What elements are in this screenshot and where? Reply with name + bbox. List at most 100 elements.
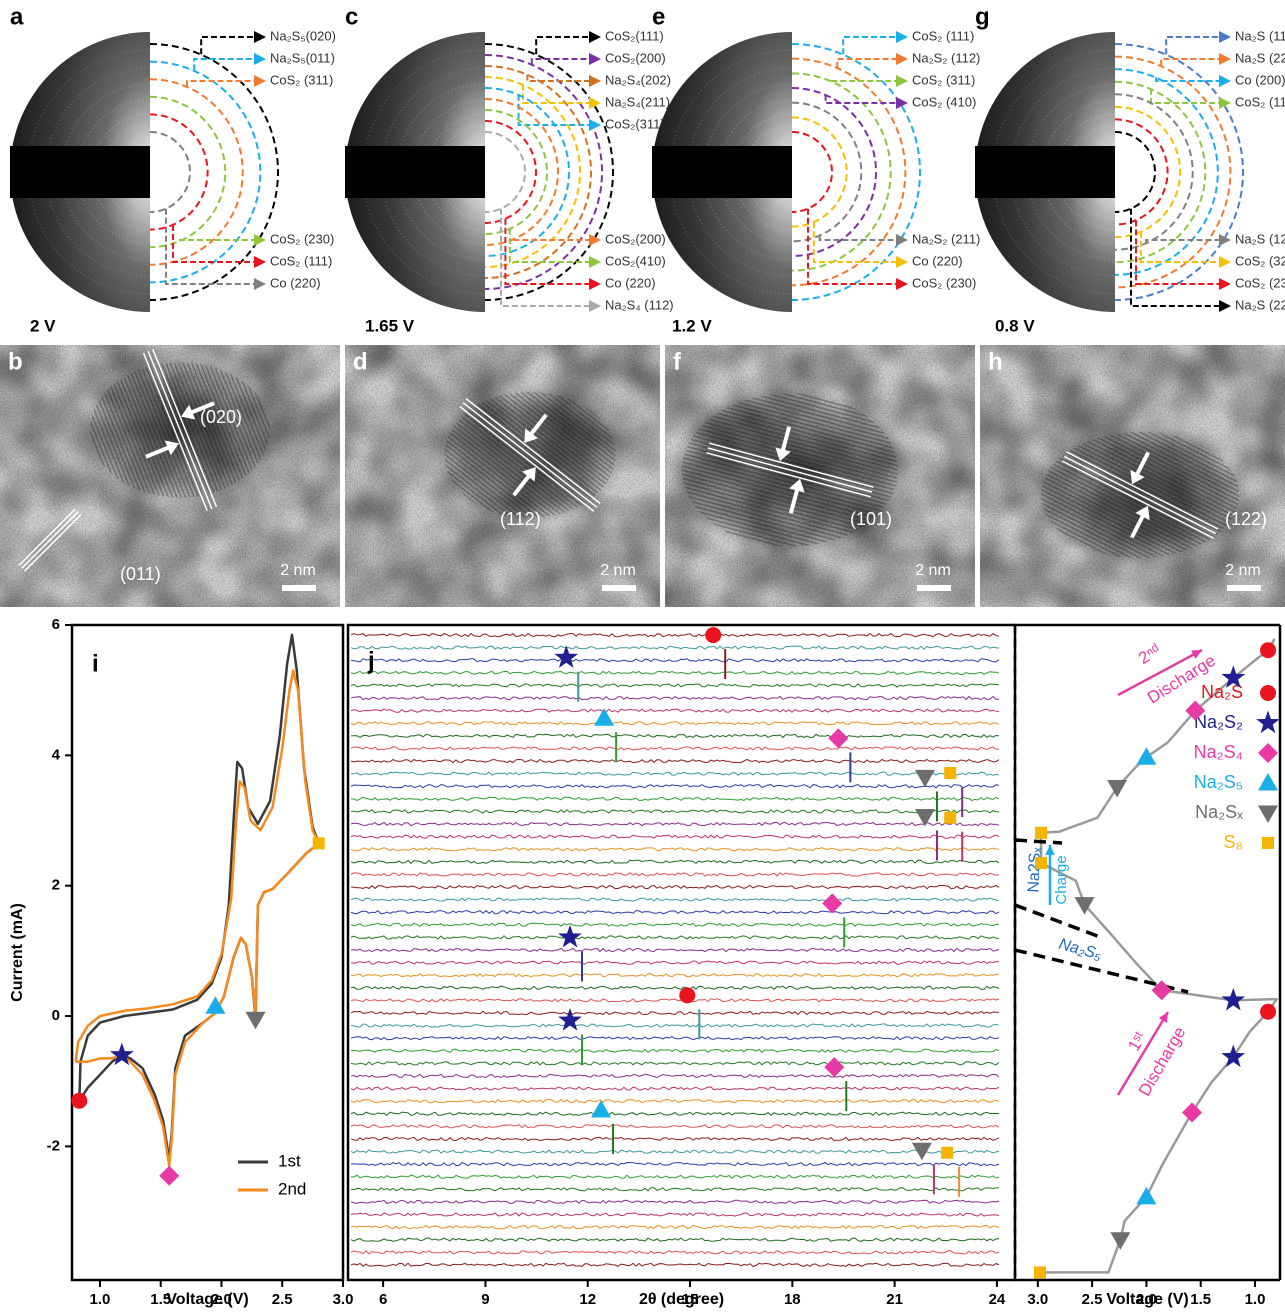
ring-arrowhead xyxy=(254,75,266,87)
ring-leader xyxy=(1161,59,1221,66)
voltage-label: 1.65 V xyxy=(365,316,415,335)
ring-leader xyxy=(187,81,256,87)
y-tick-label: -2 xyxy=(47,1137,60,1154)
legend-label: Na₂Sₓ xyxy=(1195,802,1243,822)
ring-label: Co (220) xyxy=(270,275,321,290)
ring-label: Na₂S (122) xyxy=(1235,231,1285,246)
xrd-trace xyxy=(351,999,999,1002)
xrd-trace xyxy=(351,835,999,838)
marker xyxy=(313,837,325,849)
x-tick-label: 18 xyxy=(784,1291,801,1308)
xrd-trace xyxy=(351,734,999,737)
ring-label: CoS₂ (111) xyxy=(1235,94,1285,109)
data-line xyxy=(76,671,319,1166)
ring-label: Na₂S₂ (112) xyxy=(912,50,980,65)
ring-arrowhead xyxy=(254,256,266,268)
scale-bar xyxy=(282,585,316,591)
ring-arrowhead xyxy=(896,256,908,268)
marker xyxy=(941,1147,953,1159)
scale-bar xyxy=(917,585,951,591)
annotation: Charge xyxy=(1053,855,1070,904)
panel-letter: h xyxy=(988,348,1003,375)
ring-leader xyxy=(519,95,591,125)
plane-label: (011) xyxy=(120,564,161,584)
ring-arrowhead xyxy=(254,31,266,43)
xrd-trace xyxy=(351,911,999,914)
y-axis-label: Current (mA) xyxy=(9,903,26,1002)
marker xyxy=(1221,1045,1245,1068)
indexed-ring xyxy=(792,117,847,226)
ring-leader xyxy=(536,37,591,54)
xrd-trace xyxy=(351,671,999,674)
ring-arrowhead xyxy=(589,75,601,87)
x-tick-label: 12 xyxy=(579,1291,596,1308)
xrd-trace xyxy=(351,1251,999,1254)
x-tick-label: 1.5 xyxy=(1190,1291,1211,1308)
ring-arrowhead xyxy=(589,119,601,131)
xrd-trace xyxy=(351,1037,999,1040)
ring-leader xyxy=(514,239,591,240)
ring-label: Na₂S (220) xyxy=(1235,297,1285,312)
plane-label: (112) xyxy=(500,509,541,529)
ring-arrowhead xyxy=(589,300,601,312)
ring-label: Na₂S₄ (112) xyxy=(605,297,674,312)
ring-leader xyxy=(1146,240,1221,243)
ring-label: CoS₂(200) xyxy=(605,231,666,246)
xrd-trace xyxy=(351,709,999,712)
annotation-arrowhead xyxy=(1045,845,1055,855)
marker xyxy=(1136,747,1156,765)
indexed-ring xyxy=(485,110,547,234)
indexed-ring xyxy=(150,79,243,265)
ring-leader xyxy=(1141,232,1221,262)
marker xyxy=(1035,857,1047,869)
ring-label: Co (220) xyxy=(605,275,656,290)
xrd-trace xyxy=(351,1175,999,1178)
ring-label: CoS₂ (230) xyxy=(1235,275,1285,290)
beam-stop xyxy=(345,146,485,198)
marker xyxy=(1260,1004,1276,1020)
annotation: 1ˢᵗ xyxy=(1124,1028,1150,1054)
y-tick-label: 2 xyxy=(52,877,60,894)
xrd-trace xyxy=(351,659,999,662)
marker xyxy=(828,728,848,748)
ring-arrowhead xyxy=(589,31,601,43)
x-tick-label: 2.5 xyxy=(1082,1291,1103,1308)
legend-label: 1st xyxy=(278,1151,301,1170)
legend-marker xyxy=(1262,837,1274,849)
ring-leader xyxy=(527,74,591,81)
ring-label: CoS₂ (321) xyxy=(1235,253,1285,268)
legend-label: Na₂S₅ xyxy=(1194,772,1243,792)
ring-label: CoS₂ (311) xyxy=(270,72,333,87)
ring-arrowhead xyxy=(1219,53,1231,65)
xrd-trace xyxy=(351,961,999,964)
guide-dash xyxy=(1015,840,1062,843)
indexed-ring xyxy=(1115,119,1168,224)
xrd-trace xyxy=(351,1100,999,1103)
plane-label: (122) xyxy=(1225,509,1267,529)
indexed-ring xyxy=(792,132,832,212)
xrd-trace xyxy=(351,1150,999,1153)
xrd-trace xyxy=(351,986,999,989)
indexed-ring xyxy=(1115,69,1218,275)
xrd-trace xyxy=(351,634,999,637)
tem-image xyxy=(0,246,347,614)
beam-stop xyxy=(10,146,150,198)
voltage-label: 1.2 V xyxy=(672,316,712,335)
legend-marker xyxy=(1258,773,1278,791)
marker xyxy=(679,987,695,1003)
ring-leader xyxy=(532,59,591,64)
legend-marker xyxy=(1258,806,1278,824)
scale-label: 2 nm xyxy=(280,562,316,579)
scale-bar xyxy=(1227,585,1261,591)
marker xyxy=(1110,1232,1130,1250)
panel-letter: j xyxy=(367,647,375,674)
x-axis-label: Voltage (V) xyxy=(1106,1291,1188,1308)
ring-label: CoS₂(111) xyxy=(605,28,664,43)
panel-letter: c xyxy=(345,3,358,30)
xrd-trace xyxy=(351,1226,999,1229)
ring-label: CoS₂ (410) xyxy=(912,94,976,109)
xrd-trace xyxy=(351,1263,999,1266)
xrd-trace xyxy=(351,822,999,825)
plane-label: (101) xyxy=(850,509,892,529)
marker xyxy=(1136,1187,1156,1205)
